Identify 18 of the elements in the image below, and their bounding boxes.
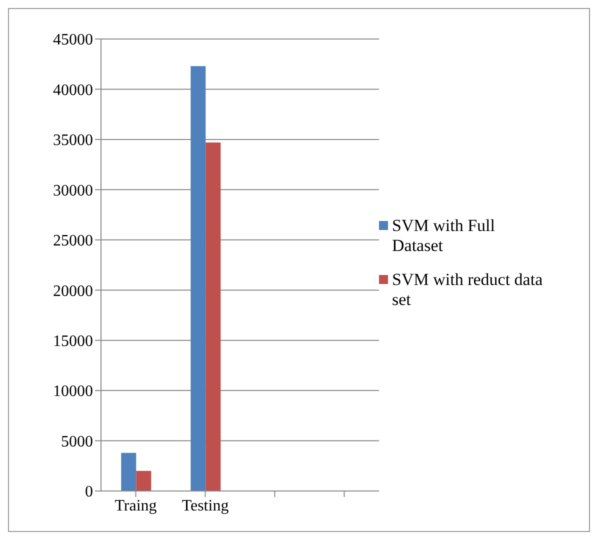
x-tick-label: Traing <box>114 497 157 514</box>
y-tick-label: 40000 <box>53 82 93 99</box>
bar <box>121 452 136 491</box>
legend-label: SVM with reduct data set <box>392 270 544 310</box>
y-tick-label: 0 <box>85 484 93 501</box>
bar <box>136 470 152 491</box>
legend-label: SVM with Full Dataset <box>392 216 496 256</box>
bar <box>206 142 221 491</box>
y-tick-label: 15000 <box>53 333 93 350</box>
x-tick-label: Testing <box>182 497 229 514</box>
y-tick-label: 20000 <box>53 282 93 300</box>
y-tick-label: 10000 <box>53 383 93 400</box>
y-tick-label: 25000 <box>53 232 93 250</box>
y-tick-label: 45000 <box>53 32 93 49</box>
bar <box>190 66 206 491</box>
y-tick-label: 30000 <box>53 182 93 200</box>
y-tick-label: 5000 <box>61 433 93 450</box>
y-tick-label: 35000 <box>53 132 93 150</box>
